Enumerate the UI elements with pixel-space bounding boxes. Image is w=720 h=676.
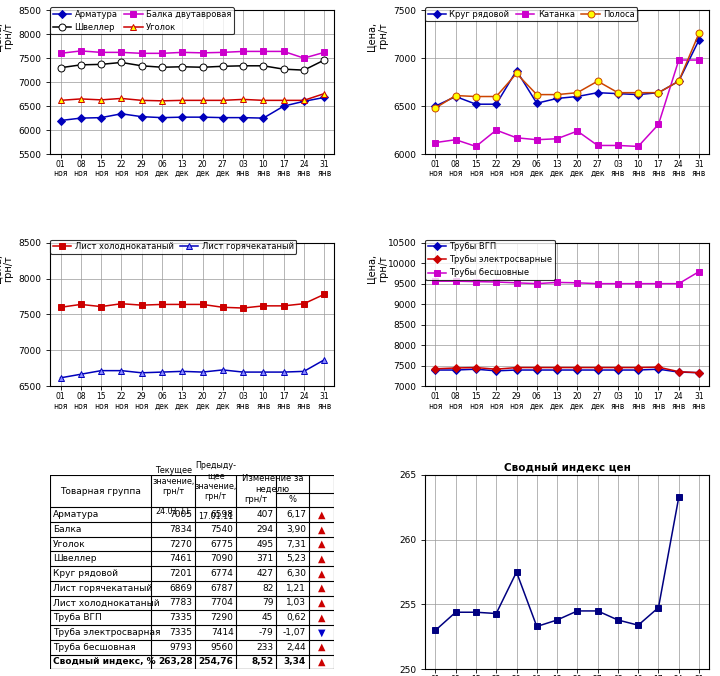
Text: 1,21: 1,21 — [286, 584, 306, 593]
Text: 233: 233 — [256, 643, 274, 652]
Text: 254,76: 254,76 — [199, 657, 233, 667]
Text: Балка: Балка — [53, 525, 81, 534]
Text: 7201: 7201 — [169, 569, 192, 578]
Text: -1,07: -1,07 — [283, 628, 306, 637]
Text: Лист холоднокатаный: Лист холоднокатаный — [53, 598, 160, 608]
Text: 6787: 6787 — [210, 584, 233, 593]
Text: Лист горячекатаный: Лист горячекатаный — [53, 584, 153, 593]
Legend: Арматура, Швеллер, Балка двутавровая, Уголок: Арматура, Швеллер, Балка двутавровая, Уг… — [50, 7, 234, 34]
Text: Арматура: Арматура — [53, 510, 99, 519]
Text: -79: -79 — [258, 628, 274, 637]
Text: 1,03: 1,03 — [286, 598, 306, 608]
Text: ▲: ▲ — [318, 598, 325, 608]
Text: Предыду-
щее
значение,
грн/т

17.01.11: Предыду- щее значение, грн/т 17.01.11 — [194, 462, 237, 521]
Text: 7335: 7335 — [169, 628, 192, 637]
Text: %: % — [289, 496, 297, 504]
Text: 7834: 7834 — [169, 525, 192, 534]
Text: ▲: ▲ — [318, 583, 325, 594]
Text: 0,62: 0,62 — [286, 613, 306, 622]
Text: 407: 407 — [256, 510, 274, 519]
Text: Труба бесшовная: Труба бесшовная — [53, 643, 136, 652]
Y-axis label: Цена,
грн/т: Цена, грн/т — [366, 22, 388, 51]
Text: Швеллер: Швеллер — [53, 554, 96, 563]
Text: 371: 371 — [256, 554, 274, 563]
Text: 7,31: 7,31 — [286, 539, 306, 549]
Text: ▲: ▲ — [318, 554, 325, 564]
Text: 9793: 9793 — [169, 643, 192, 652]
Text: 7270: 7270 — [169, 539, 192, 549]
Text: грн/т: грн/т — [245, 496, 268, 504]
Text: 5,23: 5,23 — [286, 554, 306, 563]
Text: 7540: 7540 — [211, 525, 233, 534]
Text: ▲: ▲ — [318, 569, 325, 579]
Text: ▲: ▲ — [318, 612, 325, 623]
Text: Уголок: Уголок — [53, 539, 86, 549]
Text: 263,28: 263,28 — [158, 657, 192, 667]
Text: Труба ВГП: Труба ВГП — [53, 613, 102, 622]
Text: 7005: 7005 — [169, 510, 192, 519]
Text: 9560: 9560 — [210, 643, 233, 652]
Text: Круг рядовой: Круг рядовой — [53, 569, 118, 578]
Legend: Круг рядовой, Катанка, Полоса: Круг рядовой, Катанка, Полоса — [426, 7, 637, 21]
Title: Сводный индекс цен: Сводный индекс цен — [504, 463, 631, 473]
Text: 82: 82 — [262, 584, 274, 593]
Text: 7090: 7090 — [210, 554, 233, 563]
Text: 6774: 6774 — [211, 569, 233, 578]
Text: ▼: ▼ — [318, 627, 325, 637]
Text: 8,52: 8,52 — [251, 657, 274, 667]
Legend: Трубы ВГП, Трубы электросварные, Трубы бесшовные: Трубы ВГП, Трубы электросварные, Трубы б… — [426, 239, 555, 280]
Text: 6,30: 6,30 — [286, 569, 306, 578]
Text: Труба электросварная: Труба электросварная — [53, 628, 161, 637]
Text: Текущее
значение,
грн/т

24.01.11: Текущее значение, грн/т 24.01.11 — [152, 466, 194, 516]
Text: 6775: 6775 — [210, 539, 233, 549]
Text: 7414: 7414 — [211, 628, 233, 637]
Text: 7290: 7290 — [211, 613, 233, 622]
Text: 294: 294 — [256, 525, 274, 534]
Text: 6598: 6598 — [210, 510, 233, 519]
Y-axis label: Цена,
грн/т: Цена, грн/т — [366, 254, 388, 283]
Text: 6,17: 6,17 — [286, 510, 306, 519]
Text: Товарная группа: Товарная группа — [60, 487, 141, 496]
Text: 7461: 7461 — [169, 554, 192, 563]
Text: 7335: 7335 — [169, 613, 192, 622]
Text: 45: 45 — [262, 613, 274, 622]
Text: ▲: ▲ — [318, 657, 325, 667]
Y-axis label: Цена,
грн/т: Цена, грн/т — [0, 254, 14, 283]
Text: ▲: ▲ — [318, 642, 325, 652]
Text: 7783: 7783 — [169, 598, 192, 608]
Text: 79: 79 — [262, 598, 274, 608]
Y-axis label: Цена,
грн/т: Цена, грн/т — [0, 22, 14, 51]
Text: 495: 495 — [256, 539, 274, 549]
Text: 2,44: 2,44 — [287, 643, 306, 652]
Text: 427: 427 — [256, 569, 274, 578]
Legend: Лист холоднокатаный, Лист горячекатаный: Лист холоднокатаный, Лист горячекатаный — [50, 239, 296, 254]
Text: ▲: ▲ — [318, 539, 325, 549]
Text: 3,90: 3,90 — [286, 525, 306, 534]
Text: Изменение за
неделю: Изменение за неделю — [242, 474, 303, 493]
Text: Сводный индекс, %: Сводный индекс, % — [53, 657, 156, 667]
Text: ▲: ▲ — [318, 510, 325, 520]
Text: 7704: 7704 — [211, 598, 233, 608]
Text: 6869: 6869 — [169, 584, 192, 593]
Text: ▲: ▲ — [318, 525, 325, 534]
Text: 3,34: 3,34 — [284, 657, 306, 667]
